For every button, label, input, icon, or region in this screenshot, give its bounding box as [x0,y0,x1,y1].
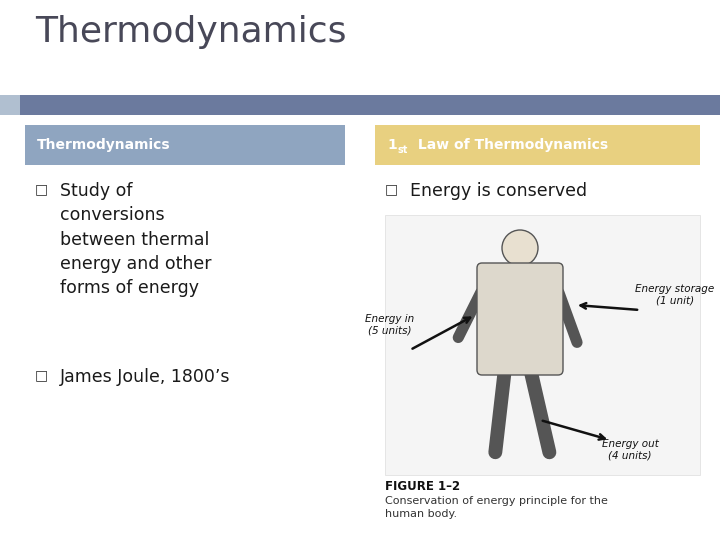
Text: Energy out
(4 units): Energy out (4 units) [602,439,658,461]
Text: Thermodynamics: Thermodynamics [37,138,171,152]
FancyBboxPatch shape [477,263,563,375]
Bar [0,95,20,115]
Text: 1: 1 [387,138,397,152]
Text: st: st [398,145,408,155]
Text: Energy in
(5 units): Energy in (5 units) [365,314,415,336]
FancyArrowPatch shape [531,370,549,453]
Bar [375,125,700,165]
Bar [25,125,345,165]
Text: Conservation of energy principle for the
human body.: Conservation of energy principle for the… [385,496,608,519]
Text: James Joule, 1800’s: James Joule, 1800’s [60,368,230,386]
FancyArrowPatch shape [559,293,577,342]
Text: Study of
conversions
between thermal
energy and other
forms of energy: Study of conversions between thermal ene… [60,182,212,297]
Text: □: □ [385,182,398,196]
Text: Energy is conserved: Energy is conserved [410,182,587,200]
Text: FIGURE 1–2: FIGURE 1–2 [385,480,460,493]
FancyArrowPatch shape [495,371,505,452]
Text: Energy storage
(1 unit): Energy storage (1 unit) [635,284,715,306]
Text: Thermodynamics: Thermodynamics [35,15,346,49]
Text: Law of Thermodynamics: Law of Thermodynamics [413,138,608,152]
FancyArrowPatch shape [458,293,481,338]
Text: □: □ [35,368,48,382]
Circle shape [502,230,538,266]
Bar [0,95,720,115]
Bar [385,215,700,475]
Text: □: □ [35,182,48,196]
